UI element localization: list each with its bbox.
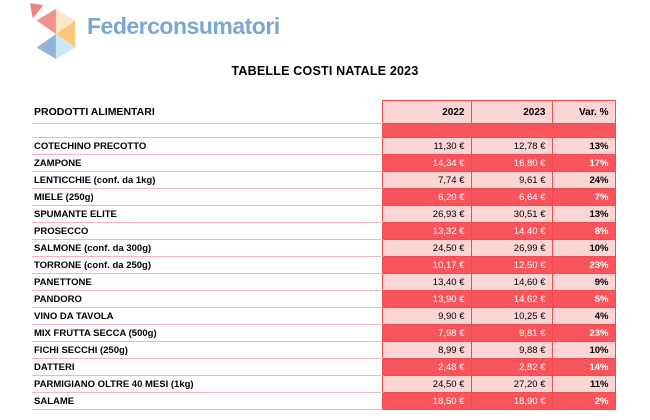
- table-row: PANETTONE 13,40 €14,60 €9%: [32, 273, 616, 291]
- table-header-row: PRODOTTI ALIMENTARI 2022 2023 Var. %: [32, 100, 616, 124]
- price-2023-cell: 14,62 €: [470, 290, 553, 308]
- price-2023-cell: 9,81 €: [470, 324, 553, 342]
- price-2022-cell: 8,99 €: [381, 341, 472, 359]
- price-2022-cell: 7,98 €: [381, 324, 472, 342]
- price-2023-cell: 12,50 €: [470, 256, 553, 274]
- variation-cell: 24%: [551, 171, 616, 189]
- price-2022-cell: 26,93 €: [381, 205, 472, 223]
- price-2022-cell: 13,40 €: [381, 273, 472, 291]
- variation-cell: 8%: [551, 222, 616, 240]
- price-2022-cell: 2,48 €: [381, 358, 472, 376]
- column-header-var: Var. %: [551, 100, 616, 124]
- price-2023-cell: 9,88 €: [470, 341, 553, 359]
- price-2023-cell: 14,40 €: [470, 222, 553, 240]
- variation-cell: 5%: [551, 290, 616, 308]
- table-row: MIX FRUTTA SECCA (500g) 7,98 €9,81 €23%: [32, 324, 616, 342]
- table-row: COTECHINO PRECOTTO 11,30 €12,78 €13%: [32, 137, 616, 155]
- brand-wordmark: Federconsumatori: [87, 12, 280, 39]
- price-2022-cell: 14,34 €: [381, 154, 472, 172]
- variation-cell: 13%: [551, 205, 616, 223]
- price-2023-cell: 18,90 €: [470, 392, 553, 410]
- costs-table: PRODOTTI ALIMENTARI 2022 2023 Var. % COT…: [32, 100, 616, 410]
- table-row: ZAMPONE 14,34 €16,80 €17%: [32, 154, 616, 172]
- table-row: SPUMANTE ELITE 26,93 €30,51 €13%: [32, 205, 616, 223]
- table-row: SALAME 18,50 €18,90 €2%: [32, 392, 616, 410]
- variation-cell: 2%: [551, 392, 616, 410]
- price-2023-cell: 27,20 €: [470, 375, 553, 393]
- price-2022-cell: 24,50 €: [381, 375, 472, 393]
- variation-cell: 10%: [551, 341, 616, 359]
- price-2022-cell: 10,17 €: [381, 256, 472, 274]
- price-2022-cell: 6,20 €: [381, 188, 472, 206]
- price-2023-cell: 16,80 €: [470, 154, 553, 172]
- variation-cell: 13%: [551, 137, 616, 155]
- price-2022-cell: 24,50 €: [381, 239, 472, 257]
- variation-cell: 4%: [551, 307, 616, 325]
- column-header-2023: 2023: [470, 100, 553, 124]
- table-row: VINO DA TAVOLA 9,90 €10,25 €4%: [32, 307, 616, 325]
- product-name-cell: PANETTONE: [32, 273, 382, 291]
- table-body: COTECHINO PRECOTTO 11,30 €12,78 €13% ZAMPO…: [32, 123, 616, 410]
- product-name-cell: LENTICCHIE (conf. da 1kg): [32, 171, 382, 189]
- table-row: SALMONE (conf. da 300g) 24,50 €26,99 €10%: [32, 239, 616, 257]
- product-name-cell: MIELE (250g): [32, 188, 382, 206]
- variation-cell: 17%: [551, 154, 616, 172]
- price-2023-cell: 10,25 €: [470, 307, 553, 325]
- spacer-name-cell: [32, 123, 382, 138]
- price-2023-cell: 6,64 €: [470, 188, 553, 206]
- variation-cell: 9%: [551, 273, 616, 291]
- page-title: TABELLE COSTI NATALE 2023: [231, 64, 419, 78]
- price-2023-cell: 30,51 €: [470, 205, 553, 223]
- product-name-cell: SPUMANTE ELITE: [32, 205, 382, 223]
- product-name-cell: DATTERI: [32, 358, 382, 376]
- table-row: MIELE (250g) 6,20 €6,64 €7%: [32, 188, 616, 206]
- product-name-cell: PROSECCO: [32, 222, 382, 240]
- variation-cell: 11%: [551, 375, 616, 393]
- product-name-cell: FICHI SECCHI (250g): [32, 341, 382, 359]
- product-name-cell: VINO DA TAVOLA: [32, 307, 382, 325]
- product-name-cell: TORRONE (conf. da 250g): [32, 256, 382, 274]
- variation-cell: 14%: [551, 358, 616, 376]
- table-row: PROSECCO 13,32 €14,40 €8%: [32, 222, 616, 240]
- price-2023-cell: 2,82 €: [470, 358, 553, 376]
- price-2022-cell: 13,32 €: [381, 222, 472, 240]
- product-name-cell: SALAME: [32, 392, 382, 410]
- product-name-cell: COTECHINO PRECOTTO: [32, 137, 382, 155]
- spacer-red-band: [381, 123, 616, 138]
- variation-cell: 23%: [551, 324, 616, 342]
- federconsumatori-logo: Federconsumatori: [28, 3, 280, 63]
- column-header-products: PRODOTTI ALIMENTARI: [32, 100, 382, 124]
- table-row: TORRONE (conf. da 250g) 10,17 €12,50 €23%: [32, 256, 616, 274]
- price-2022-cell: 18,50 €: [381, 392, 472, 410]
- table-row: DATTERI 2,48 €2,82 €14%: [32, 358, 616, 376]
- price-2022-cell: 7,74 €: [381, 171, 472, 189]
- product-name-cell: SALMONE (conf. da 300g): [32, 239, 382, 257]
- price-2023-cell: 9,61 €: [470, 171, 553, 189]
- price-2023-cell: 14,60 €: [470, 273, 553, 291]
- table-row: FICHI SECCHI (250g) 8,99 €9,88 €10%: [32, 341, 616, 359]
- spacer-row: [32, 123, 616, 138]
- variation-cell: 7%: [551, 188, 616, 206]
- table-row: LENTICCHIE (conf. da 1kg) 7,74 €9,61 €24%: [32, 171, 616, 189]
- product-name-cell: PARMIGIANO OLTRE 40 MESI (1kg): [32, 375, 382, 393]
- price-2023-cell: 26,99 €: [470, 239, 553, 257]
- price-2023-cell: 12,78 €: [470, 137, 553, 155]
- price-2022-cell: 9,90 €: [381, 307, 472, 325]
- product-name-cell: MIX FRUTTA SECCA (500g): [32, 324, 382, 342]
- column-header-2022: 2022: [381, 100, 472, 124]
- table-row: PARMIGIANO OLTRE 40 MESI (1kg) 24,50 €27,…: [32, 375, 616, 393]
- product-name-cell: PANDORO: [32, 290, 382, 308]
- table-row: PANDORO 13,90 €14,62 €5%: [32, 290, 616, 308]
- product-name-cell: ZAMPONE: [32, 154, 382, 172]
- federconsumatori-triangle-icon: [29, 3, 76, 59]
- variation-cell: 10%: [551, 239, 616, 257]
- price-2022-cell: 11,30 €: [381, 137, 472, 155]
- variation-cell: 23%: [551, 256, 616, 274]
- price-2022-cell: 13,90 €: [381, 290, 472, 308]
